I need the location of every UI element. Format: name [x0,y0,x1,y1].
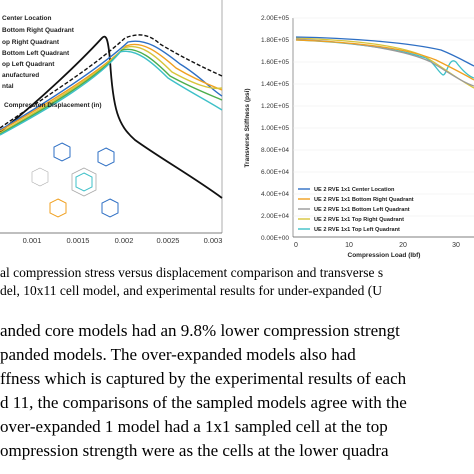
x-tick: 20 [399,242,407,249]
x-tick: 0.001 [23,236,42,245]
legend-center-location: UE 2 RVE 1x1 Center Location [314,187,395,193]
x-tick: 30 [452,242,460,249]
bottom-right-curve [0,43,223,132]
y-tick: 8.00E+04 [261,147,289,154]
legend-center-location: Center Location [2,15,52,22]
center-location-curve [0,40,223,131]
top-right-curve [0,45,223,134]
left-x-axis-label: Compression Displacement (in) [4,102,102,109]
center-location-curve [295,36,474,67]
y-tick: 1.80E+05 [261,37,289,44]
bottom-left-curve [0,48,223,135]
x-tick: 0.002 [115,236,134,245]
y-tick: 4.00E+04 [261,191,289,198]
x-tick: 10 [345,242,353,249]
y-tick: 0.00E+00 [261,235,289,242]
y-tick: 2.00E+04 [261,213,289,220]
right-y-ticks: 2.00E+05 1.80E+05 1.60E+05 1.40E+05 1.20… [261,15,289,242]
y-tick: 1.20E+05 [261,103,289,110]
y-tick: 2.00E+05 [261,15,289,22]
left-x-ticks: 0.001 0.0015 0.002 0.0025 0.003 [23,236,223,245]
body-text-line-1: anded core models had an 9.8% lower comp… [0,321,400,340]
y-tick: 6.00E+04 [261,169,289,176]
hexagon-cell-inset [31,142,119,218]
legend-top-right: UE 2 RVE 1x1 Top Right Quadrant [314,217,404,223]
body-text-line-6: ompression strength were as the cells at… [0,441,389,460]
right-legend: UE 2 RVE 1x1 Center Location UE 2 RVE 1x… [298,187,414,233]
right-x-axis-label: Compression Load (lbf) [348,252,421,259]
body-text-line-2: panded models. The over-expanded models … [0,345,356,364]
figure-caption-line-2: del, 10x11 cell model, and experimental … [0,283,382,298]
left-legend: Center Location Bottom Right Quadrant op… [2,15,75,90]
right-y-axis-label: Transverse Stiffness (psi) [244,88,251,167]
legend-bottom-left: Bottom Left Quadrant [2,50,70,57]
legend-bottom-left: UE 2 RVE 1x1 Bottom Left Quadrant [314,207,410,213]
y-tick: 1.60E+05 [261,59,289,66]
x-tick: 0.0025 [157,236,180,245]
right-x-ticks: 0 10 20 30 [294,242,460,249]
legend-bottom-right: UE 2 RVE 1x1 Bottom Right Quadrant [314,197,414,203]
y-tick: 1.00E+05 [261,125,289,132]
x-tick: 0.003 [204,236,223,245]
figure-caption-line-1: al compression stress versus displacemen… [0,265,384,280]
x-tick: 0 [294,242,298,249]
body-text-line-4: d 11, the comparisons of the sampled mod… [0,393,407,412]
x-tick: 0.0015 [67,236,90,245]
y-tick: 1.40E+05 [261,81,289,88]
stress-displacement-chart: Center Location Bottom Right Quadrant op… [0,0,232,262]
bottom-right-curve [295,39,474,81]
legend-experimental: ntal [2,83,14,90]
legend-bottom-right: Bottom Right Quadrant [2,27,75,34]
top-left-curve [0,50,223,136]
body-text-line-5: over-expanded 1 model had a 1x1 sampled … [0,417,388,436]
legend-top-left: UE 2 RVE 1x1 Top Left Quadrant [314,227,400,233]
legend-manufactured: anufactured [2,72,39,79]
body-text-line-3: ffness which is captured by the experime… [0,369,407,388]
legend-top-left: op Left Quadrant [2,61,55,68]
transverse-stiffness-chart: 2.00E+05 1.80E+05 1.60E+05 1.40E+05 1.20… [236,0,474,262]
legend-top-right: op Right Quadrant [2,39,60,46]
experimental-curve [0,34,223,129]
